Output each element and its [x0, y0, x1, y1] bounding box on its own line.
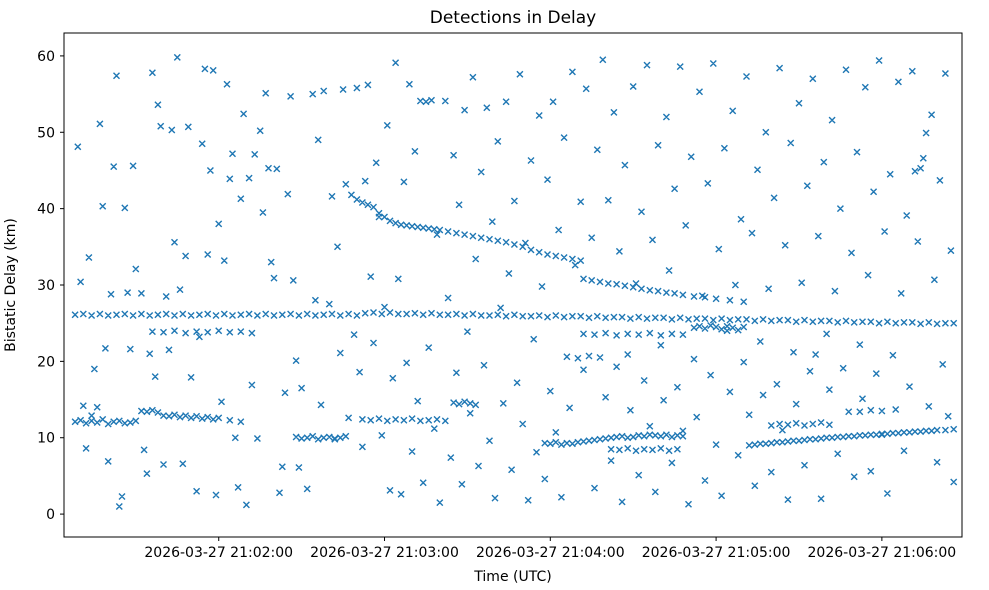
y-tick-label: 10: [37, 431, 55, 447]
y-tick-label: 0: [46, 507, 55, 523]
x-axis-ticks: 2026-03-27 21:02:00 2026-03-27 21:03:00 20…: [144, 537, 956, 561]
y-tick-label: 50: [37, 125, 55, 141]
y-tick-label: 20: [37, 354, 55, 370]
y-axis-label: Bistatic Delay (km): [3, 218, 19, 352]
y-tick-label: 40: [37, 202, 55, 218]
x-tick-label: 2026-03-27 21:02:00: [144, 545, 293, 561]
y-tick-label: 30: [37, 278, 55, 294]
x-tick-label: 2026-03-27 21:06:00: [808, 545, 957, 561]
plot-area-border: [63, 32, 963, 538]
y-tick-label: 60: [37, 49, 55, 65]
x-tick-label: 2026-03-27 21:05:00: [642, 545, 791, 561]
y-axis-ticks: 0 10 20 30 40 50 60: [37, 49, 64, 523]
x-axis-label: Time (UTC): [473, 569, 551, 585]
x-tick-label: 2026-03-27 21:03:00: [310, 545, 459, 561]
chart-title: Detections in Delay: [430, 8, 597, 28]
x-tick-label: 2026-03-27 21:04:00: [476, 545, 625, 561]
detection-markers: [71, 53, 958, 510]
